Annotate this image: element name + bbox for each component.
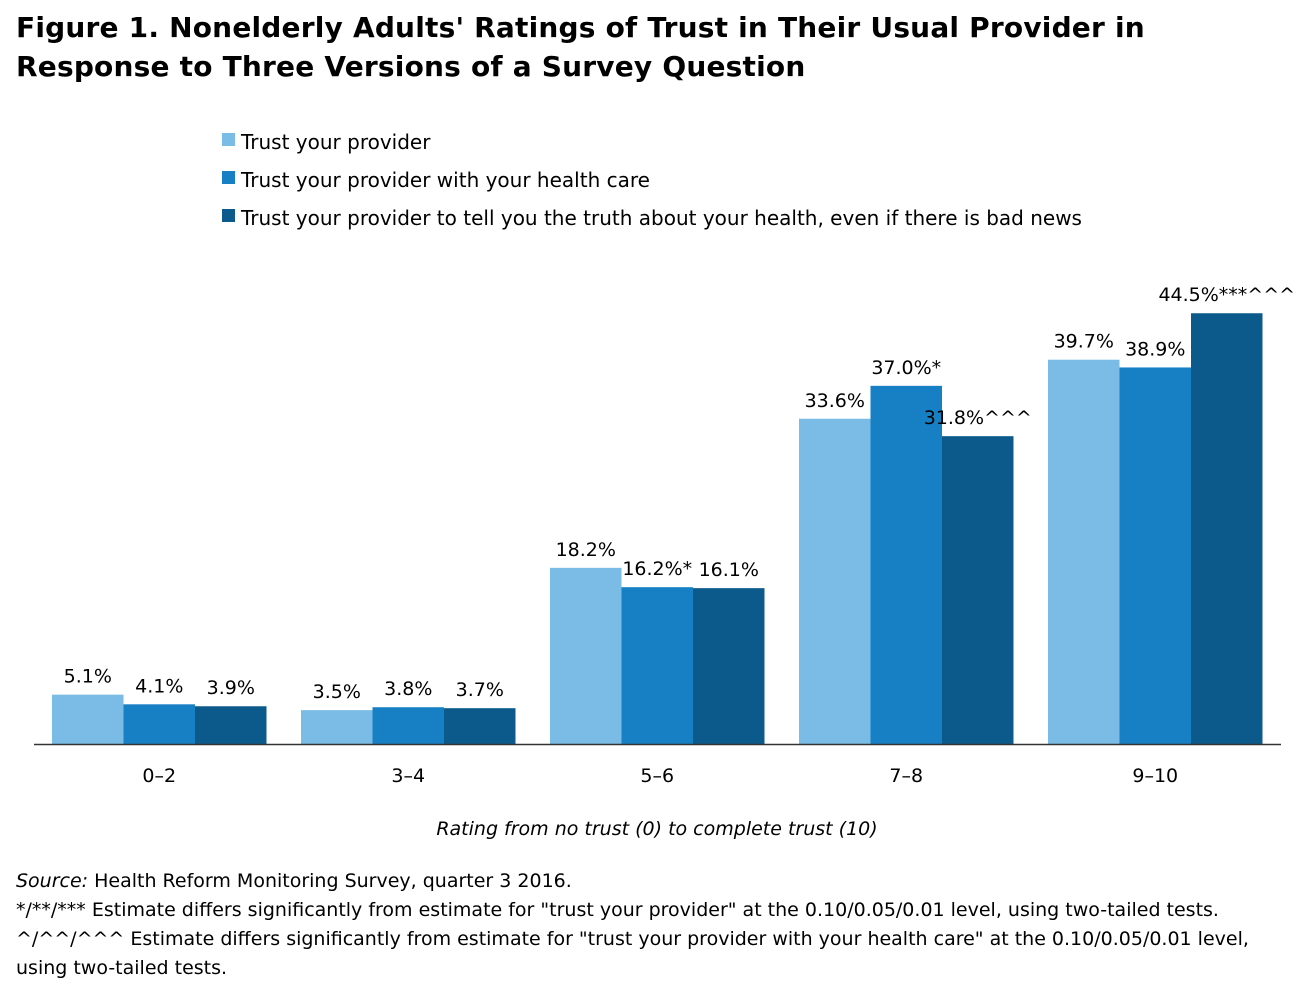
data-label: 3.9% <box>207 677 255 699</box>
bar-7–8-series-3 <box>942 436 1014 744</box>
bar-3–4-series-1 <box>301 710 373 744</box>
bar-3–4-series-3 <box>444 708 516 744</box>
data-label: 18.2% <box>556 539 616 561</box>
legend-swatch-3 <box>222 209 235 222</box>
footnote-significance-2: ^/^^/^^^ Estimate differs significantly … <box>16 928 1249 950</box>
footnote-significance-2-cont: using two-tailed tests. <box>16 957 228 979</box>
x-tick-label: 0–2 <box>142 765 176 787</box>
x-tick-label: 3–4 <box>391 765 425 787</box>
data-label: 4.1% <box>135 675 183 697</box>
chart-title: Figure 1. Nonelderly Adults' Ratings of … <box>16 11 1145 83</box>
bar-7–8-series-1 <box>799 418 871 744</box>
data-label: 31.8%^^^ <box>924 407 1032 429</box>
data-label: 38.9% <box>1125 338 1185 360</box>
bar-9–10-series-1 <box>1048 359 1120 744</box>
bar-0–2-series-3 <box>195 706 267 744</box>
data-label: 3.8% <box>384 678 432 700</box>
legend-label-1: Trust your provider <box>240 130 431 154</box>
bar-3–4-series-2 <box>372 707 444 744</box>
bar-5–6-series-2 <box>621 587 693 744</box>
data-label: 37.0%* <box>871 357 941 379</box>
bar-7–8-series-2 <box>870 385 942 744</box>
bar-9–10-series-3 <box>1191 313 1263 744</box>
bar-0–2-series-2 <box>123 704 195 744</box>
legend-label-2: Trust your provider with your health car… <box>240 168 650 192</box>
bar-5–6-series-1 <box>550 567 622 744</box>
data-label: 3.7% <box>456 679 504 701</box>
data-label: 3.5% <box>313 681 361 703</box>
data-label: 44.5%***^^^ <box>1158 284 1295 306</box>
bar-0–2-series-1 <box>52 694 124 744</box>
footnote-significance-1: */**/*** Estimate differs significantly … <box>16 899 1219 921</box>
data-label: 33.6% <box>805 390 865 412</box>
source-label: Source: <box>16 870 89 892</box>
x-tick-label: 7–8 <box>889 765 923 787</box>
legend-swatch-2 <box>222 171 235 184</box>
data-label: 16.2%* <box>622 558 692 580</box>
data-label: 5.1% <box>64 666 112 688</box>
source-text: Health Reform Monitoring Survey, quarter… <box>88 870 572 892</box>
data-label: 39.7% <box>1054 331 1114 353</box>
legend-label-3: Trust your provider to tell you the trut… <box>240 206 1082 230</box>
source-note: Source: Health Reform Monitoring Survey,… <box>16 867 572 896</box>
bar-9–10-series-2 <box>1119 367 1191 744</box>
data-label: 16.1% <box>699 559 759 581</box>
x-axis-title: Rating from no trust (0) to complete tru… <box>436 818 877 840</box>
x-tick-label: 5–6 <box>640 765 674 787</box>
bar-5–6-series-3 <box>693 588 765 744</box>
x-tick-label: 9–10 <box>1132 765 1178 787</box>
legend-swatch-1 <box>222 133 235 146</box>
